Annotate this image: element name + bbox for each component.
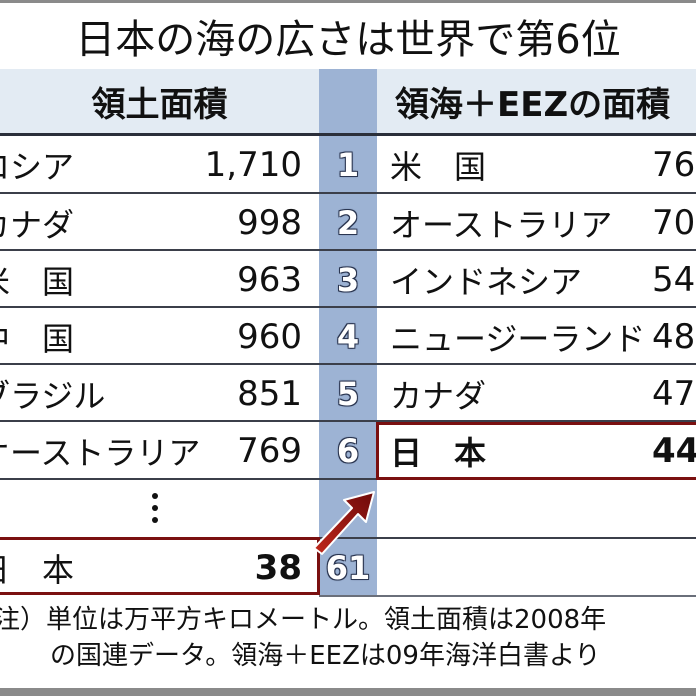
arrow-up-right-icon [313, 491, 375, 555]
left-value-japan: 38 [254, 547, 302, 588]
header-territory-area: 領土面積 [91, 84, 228, 125]
right-value-japan: 44 [652, 430, 696, 471]
top-border [0, 0, 696, 3]
left-value: 963 [237, 259, 302, 300]
row-divider [319, 595, 696, 597]
right-value: 54 [652, 259, 696, 300]
footnote: 注）単位は万平方キロメートル。領土面積は2008年 の国連データ。領海＋EEZは… [0, 598, 696, 686]
left-country: 米 国 [0, 262, 75, 301]
left-country: 中 国 [0, 319, 75, 358]
row-divider [0, 363, 696, 365]
left-value: 769 [237, 430, 302, 471]
japan-eez-highlight [376, 422, 696, 480]
left-country: オーストラリア [0, 433, 201, 472]
rank-number: 6 [336, 431, 360, 470]
row-divider [319, 537, 696, 539]
rank-number: 5 [336, 374, 360, 413]
left-value: 1,710 [204, 144, 302, 185]
left-value: 851 [237, 373, 302, 414]
row-divider [0, 192, 696, 194]
table-row: ブラジル 851 5 カナダ 47 [0, 365, 696, 422]
right-country: インドネシア [390, 262, 583, 301]
table-row: カナダ 998 2 オーストラリア 70 [0, 194, 696, 251]
footnote-line-2: の国連データ。領海＋EEZは09年海洋白書より [50, 641, 601, 671]
table-row: 中 国 960 4 ニュージーランド 48 [0, 308, 696, 365]
right-value: 76 [652, 144, 696, 185]
rank-number: 2 [336, 203, 360, 242]
footnote-line-1: 注）単位は万平方キロメートル。領土面積は2008年 [0, 605, 607, 635]
table-row: 米 国 963 3 インドネシア 54 [0, 251, 696, 308]
right-value: 70 [652, 202, 696, 243]
rank-number-japan: 61 [325, 548, 371, 587]
row-divider [0, 478, 696, 480]
ellipsis-icon [140, 481, 170, 535]
page-title: 日本の海の広さは世界で第6位 [75, 17, 621, 63]
table-row: ロシア 1,710 1 米 国 76 [0, 136, 696, 193]
right-country: オーストラリア [390, 205, 613, 244]
table-row-japan: 日 本 38 61 [0, 539, 696, 596]
right-country: ニュージーランド [390, 319, 646, 358]
row-divider [0, 306, 696, 308]
left-country: ブラジル [0, 376, 106, 415]
rank-number: 1 [336, 145, 360, 184]
row-divider [0, 249, 696, 251]
japan-territory-highlight [0, 537, 320, 595]
table-row: オーストラリア 769 6 日 本 44 [0, 422, 696, 479]
left-value: 998 [237, 202, 302, 243]
rank-number: 4 [336, 317, 360, 356]
row-divider [0, 420, 696, 422]
left-country: ロシア [0, 147, 75, 186]
right-country: 米 国 [390, 147, 487, 186]
right-value: 48 [652, 316, 696, 357]
right-country: カナダ [390, 376, 487, 415]
left-country-japan: 日 本 [0, 550, 75, 589]
right-value: 47 [652, 373, 696, 414]
header-sea-eez-area: 領海＋EEZの面積 [395, 84, 671, 125]
header-divider [0, 133, 696, 136]
left-value: 960 [237, 316, 302, 357]
left-country: カナダ [0, 205, 75, 244]
rank-number: 3 [336, 260, 360, 299]
bottom-border [0, 688, 696, 696]
right-country-japan: 日 本 [390, 433, 487, 472]
